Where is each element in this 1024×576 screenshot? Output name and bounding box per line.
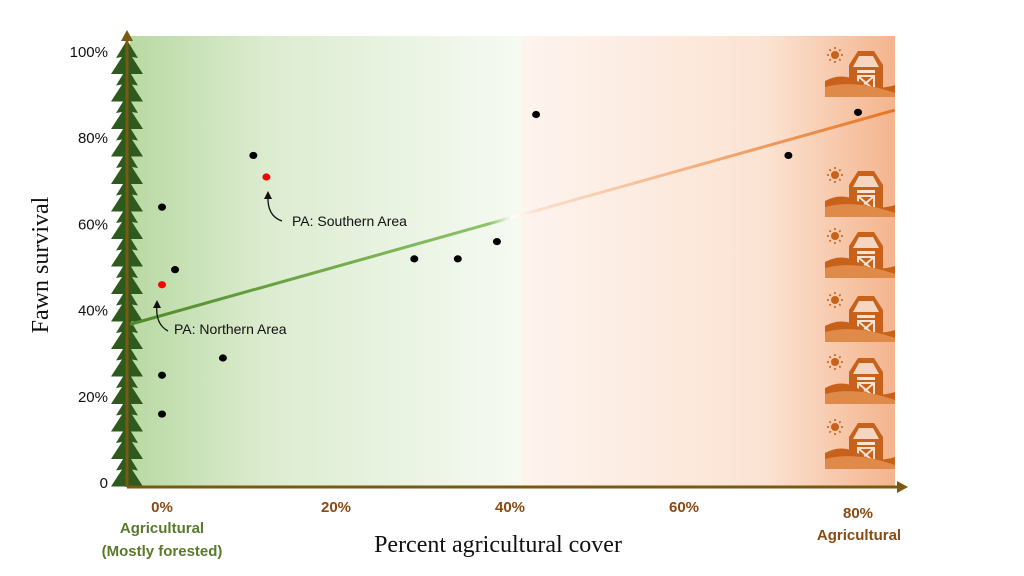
x-axis-title: Percent agricultural cover [374,532,622,558]
y-tick-label: 20% [78,389,108,406]
y-tick-label: 40% [78,303,108,320]
y-tick-label: 80% [78,130,108,147]
data-point [218,354,227,362]
data-point [492,238,501,246]
y-tick-label: 60% [78,216,108,233]
x-sublabel-right: Agricultural [817,527,901,544]
highlight-point [158,281,166,289]
data-point [532,110,541,119]
annotation-northern-label: PA: Northern Area [174,321,287,337]
trend-line [129,108,896,326]
x-tick-label: 80% [843,505,873,522]
data-points [158,108,862,418]
y-tick-label: 100% [70,44,108,61]
x-tick-label: 60% [669,499,699,516]
x-axis-arrow-icon [897,481,908,493]
y-axis-arrow-icon [121,30,133,41]
annotation-northern: PA: Northern Area [153,300,287,337]
highlight-point [262,173,271,181]
data-point [171,266,180,274]
data-point [854,108,862,116]
x-tick-label: 40% [495,499,525,516]
annotation-southern: PA: Southern Area [264,191,407,229]
data-point [158,410,166,418]
x-tick-label: 0% [151,499,173,516]
data-point [410,255,419,263]
x-sublabel-left-2: (Mostly forested) [102,543,223,560]
data-point [158,203,166,211]
x-sublabel-left-1: Agricultural [120,520,204,537]
y-tick-label: 0 [100,475,108,492]
forested-zone-background [130,36,522,486]
x-tick-label: 20% [321,499,351,516]
data-point [249,151,258,160]
data-point [453,255,462,263]
data-point [158,371,166,379]
data-point [784,151,793,160]
y-axis-title: Fawn survival [28,196,54,333]
annotation-southern-label: PA: Southern Area [292,213,407,229]
